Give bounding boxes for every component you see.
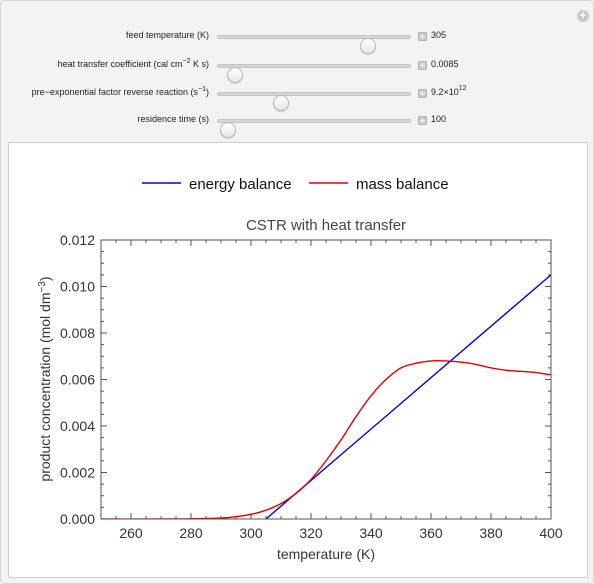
cstr-chart: energy balance mass balance CSTR with he…	[37, 176, 563, 562]
plot-area: energy balance mass balance CSTR with he…	[8, 142, 588, 578]
expand-plus-icon[interactable]: +	[418, 61, 427, 70]
x-tick-label: 320	[299, 525, 323, 541]
y-tick-label: 0.008	[60, 325, 95, 341]
legend: energy balance mass balance	[142, 176, 449, 193]
control-value: 305	[431, 30, 447, 40]
chart-title: CSTR with heat transfer	[246, 217, 406, 234]
x-tick-label: 360	[419, 525, 443, 541]
y-axis-label: product concentration (mol dm−3)	[37, 276, 53, 481]
control-heat-transfer-coefficient: heat transfer coefficient (cal cm−2 K s)…	[1, 56, 594, 83]
slider-thumb[interactable]	[359, 38, 376, 54]
control-pre-exponential-factor: pre−exponential factor reverse reaction …	[1, 84, 594, 111]
feed-temperature-slider[interactable]	[217, 35, 411, 54]
series-line-energy-balance	[265, 274, 551, 519]
x-tick-label: 380	[479, 525, 503, 541]
legend-label-mass-balance: mass balance	[356, 176, 449, 193]
x-tick-label: 260	[119, 525, 143, 541]
expand-plus-icon[interactable]: +	[418, 32, 427, 41]
y-tick-label: 0.010	[60, 279, 95, 295]
x-tick-label: 400	[539, 525, 563, 541]
y-tick-label: 0.012	[60, 232, 95, 248]
expand-plus-icon[interactable]: +	[418, 89, 427, 98]
control-label: heat transfer coefficient (cal cm−2 K s)	[57, 58, 209, 69]
control-label: pre−exponential factor reverse reaction …	[31, 86, 209, 97]
control-value: 0.0085	[431, 59, 459, 69]
y-tick-label: 0.006	[60, 372, 95, 388]
x-axis-label: temperature (K)	[277, 546, 375, 562]
plot-frame	[100, 239, 552, 520]
expand-plus-icon[interactable]: +	[418, 116, 427, 125]
y-tick-label: 0.002	[60, 465, 95, 481]
legend-label-energy-balance: energy balance	[189, 176, 292, 193]
x-tick-label: 300	[239, 525, 263, 541]
y-tick-label: 0.004	[60, 418, 95, 434]
pre-exponential-factor-slider[interactable]	[217, 92, 411, 111]
x-tick-label: 280	[179, 525, 203, 541]
control-label: feed temperature (K)	[125, 30, 209, 40]
slider-thumb[interactable]	[273, 95, 290, 111]
axis-ticks: 260 280 300 320 340 360 380 400 0.000 0.002 0.004 0…	[60, 232, 563, 541]
control-value: 100	[431, 114, 447, 124]
x-tick-label: 340	[359, 525, 383, 541]
residence-time-slider[interactable]	[217, 119, 411, 138]
control-value: 9.2×1012	[431, 85, 467, 97]
heat-transfer-coefficient-slider[interactable]	[217, 64, 411, 83]
data-series	[101, 274, 551, 519]
slider-thumb[interactable]	[219, 122, 236, 138]
expand-plus-icon[interactable]: +	[577, 10, 589, 22]
control-feed-temperature: feed temperature (K) + 305	[1, 27, 594, 54]
control-label: residence time (s)	[137, 114, 209, 124]
control-residence-time: residence time (s) + 100	[1, 111, 594, 138]
y-tick-label: 0.000	[60, 511, 95, 527]
slider-thumb[interactable]	[227, 67, 244, 83]
series-line-mass-balance	[101, 359, 551, 519]
